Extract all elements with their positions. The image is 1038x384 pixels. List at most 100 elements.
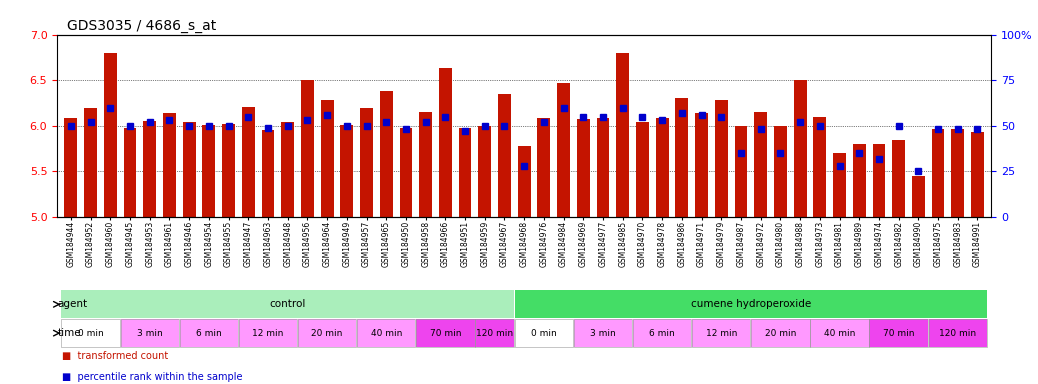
Bar — [577, 119, 590, 217]
Bar — [239, 319, 297, 347]
Bar — [912, 176, 925, 217]
Bar — [479, 126, 491, 217]
Bar — [163, 113, 175, 217]
Bar — [676, 98, 688, 217]
Text: ■  transformed count: ■ transformed count — [62, 351, 168, 361]
Bar — [143, 121, 156, 217]
Bar — [952, 129, 964, 217]
Bar — [416, 319, 474, 347]
Bar — [84, 108, 97, 217]
Text: cumene hydroperoxide: cumene hydroperoxide — [690, 299, 811, 310]
Text: 12 min: 12 min — [706, 329, 737, 338]
Bar — [932, 129, 945, 217]
Bar — [870, 319, 928, 347]
Bar — [120, 319, 179, 347]
Bar — [515, 291, 987, 318]
Bar — [61, 291, 514, 318]
Bar — [400, 127, 412, 217]
Text: 0 min: 0 min — [78, 329, 104, 338]
Bar — [298, 319, 356, 347]
Bar — [239, 319, 297, 347]
Bar — [692, 319, 750, 347]
Text: GDS3035 / 4686_s_at: GDS3035 / 4686_s_at — [67, 19, 217, 33]
Bar — [794, 80, 807, 217]
Bar — [972, 132, 984, 217]
Text: 0 min: 0 min — [531, 329, 556, 338]
Text: 40 min: 40 min — [824, 329, 855, 338]
Text: 6 min: 6 min — [196, 329, 222, 338]
Bar — [811, 319, 869, 347]
Text: 3 min: 3 min — [591, 329, 616, 338]
Bar — [124, 127, 136, 217]
Bar — [692, 319, 750, 347]
Bar — [814, 117, 826, 217]
Bar — [774, 126, 787, 217]
Text: control: control — [270, 299, 306, 310]
Bar — [104, 53, 116, 217]
Bar — [183, 122, 195, 217]
Text: time: time — [57, 328, 81, 338]
Bar — [929, 319, 987, 347]
Text: 70 min: 70 min — [883, 329, 914, 338]
Bar — [633, 319, 691, 347]
Bar — [811, 319, 869, 347]
Bar — [518, 146, 530, 217]
Bar — [459, 127, 471, 217]
Bar — [360, 108, 373, 217]
Text: 20 min: 20 min — [765, 329, 796, 338]
Bar — [755, 112, 767, 217]
Bar — [597, 118, 609, 217]
Bar — [617, 53, 629, 217]
Text: 20 min: 20 min — [311, 329, 343, 338]
Text: 12 min: 12 min — [252, 329, 283, 338]
Bar — [574, 319, 632, 347]
Bar — [498, 94, 511, 217]
Bar — [357, 319, 415, 347]
Text: 40 min: 40 min — [371, 329, 402, 338]
Bar — [202, 125, 215, 217]
Text: 6 min: 6 min — [650, 329, 675, 338]
Bar — [715, 100, 728, 217]
Bar — [893, 141, 905, 217]
Bar — [515, 319, 573, 347]
Bar — [380, 91, 392, 217]
Bar — [557, 83, 570, 217]
Bar — [180, 319, 238, 347]
Bar — [873, 144, 885, 217]
Bar — [656, 119, 668, 217]
Text: ■  percentile rank within the sample: ■ percentile rank within the sample — [62, 372, 243, 382]
Bar — [64, 119, 77, 217]
Text: 120 min: 120 min — [476, 329, 513, 338]
Bar — [515, 319, 573, 347]
Bar — [61, 319, 119, 347]
Bar — [321, 100, 333, 217]
Text: 70 min: 70 min — [430, 329, 461, 338]
Text: 3 min: 3 min — [137, 329, 163, 338]
Bar — [340, 125, 353, 217]
Bar — [475, 319, 514, 347]
Bar — [242, 107, 254, 217]
Text: 120 min: 120 min — [939, 329, 977, 338]
Bar — [120, 319, 179, 347]
Bar — [301, 80, 313, 217]
Bar — [735, 126, 747, 217]
Bar — [538, 119, 550, 217]
Bar — [929, 319, 987, 347]
Bar — [870, 319, 928, 347]
Bar — [357, 319, 415, 347]
Bar — [281, 122, 294, 217]
Bar — [636, 122, 649, 217]
Bar — [222, 124, 235, 217]
Bar — [853, 144, 866, 217]
Bar — [439, 68, 452, 217]
Bar — [834, 153, 846, 217]
Bar — [695, 113, 708, 217]
Text: agent: agent — [57, 299, 87, 310]
Bar — [633, 319, 691, 347]
Bar — [419, 112, 432, 217]
Bar — [574, 319, 632, 347]
Bar — [752, 319, 810, 347]
Bar — [61, 319, 119, 347]
Bar — [475, 319, 514, 347]
Bar — [752, 319, 810, 347]
